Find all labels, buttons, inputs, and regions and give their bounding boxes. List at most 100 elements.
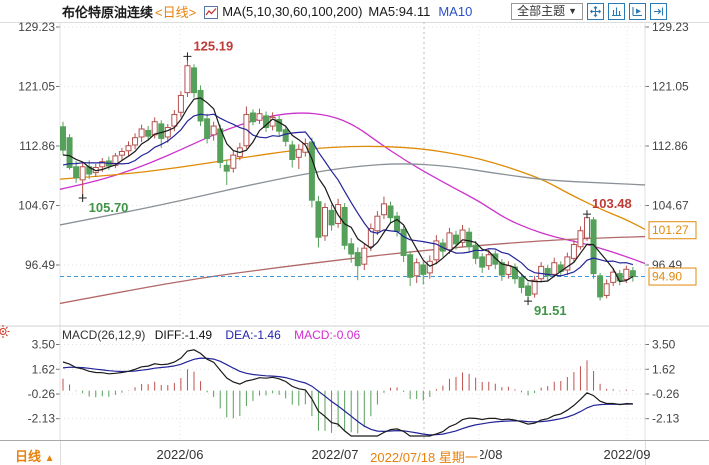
axis-price-box — [648, 221, 697, 240]
extreme-price-annotation: 103.48 — [592, 196, 632, 211]
scale-icon[interactable] — [608, 3, 625, 20]
candle-body — [525, 285, 532, 296]
candle-body — [420, 264, 427, 275]
candle-body — [479, 256, 486, 268]
candle-body — [99, 161, 106, 168]
price-axis-label-left: 121.05 — [18, 79, 55, 93]
macd-axis-label-left: -0.26 — [28, 387, 56, 401]
divider — [645, 441, 646, 465]
candle-body — [603, 283, 610, 296]
ma100-line — [59, 163, 646, 226]
pan-icon[interactable] — [587, 3, 604, 20]
candle-body — [531, 279, 538, 295]
goto-latest-icon[interactable] — [650, 3, 667, 20]
candle-body — [223, 164, 230, 172]
period-tag[interactable]: <日线> — [155, 4, 197, 20]
candle-body — [328, 209, 335, 226]
candle-body — [171, 113, 178, 127]
candle-body — [387, 205, 394, 219]
month-label: 2022/07 — [311, 447, 359, 462]
candle-body — [551, 262, 558, 275]
play-forward-icon[interactable] — [629, 3, 646, 20]
candle-body — [125, 145, 132, 152]
candle-body — [394, 215, 401, 232]
candle-body — [302, 143, 309, 153]
candle-body — [282, 129, 289, 142]
extreme-marker-icon — [183, 52, 192, 61]
crosshair-date-label: 2022/07/18 星期一 — [368, 447, 480, 465]
candle-body — [485, 254, 492, 267]
candle-body — [276, 119, 283, 132]
candle-body — [380, 203, 387, 216]
candle-body — [610, 271, 617, 283]
candle-body — [564, 256, 571, 271]
candle-body — [590, 219, 597, 275]
candle-body — [79, 166, 86, 181]
candle-body — [158, 123, 165, 139]
price-axis-label-left: 96.49 — [25, 258, 55, 272]
candle-body — [197, 89, 204, 122]
sun-icon[interactable] — [0, 324, 11, 339]
macd-params-label: MACD(26,12,9) — [62, 328, 146, 342]
candlestick-chart-icon[interactable] — [204, 5, 219, 19]
macd-axis-label-right: -2.13 — [652, 412, 680, 426]
candle-body — [184, 65, 191, 94]
price-axis-label-left: 104.67 — [18, 199, 55, 213]
candle-body — [118, 151, 125, 156]
candle-body — [256, 113, 263, 121]
candle-body — [374, 215, 381, 232]
macd-axis-label-right: -0.26 — [652, 387, 680, 401]
dea-line — [62, 357, 633, 436]
top-bar: 布伦特原油连续 <日线> MA(5,10,30,60,100,200) MA5:… — [0, 0, 709, 23]
candle-body — [505, 265, 512, 275]
macd-axis-label-left: 1.62 — [32, 362, 56, 376]
price-axis-label-right: 129.23 — [652, 20, 689, 34]
candle-body — [433, 240, 440, 261]
chevron-down-icon: ▼ — [568, 6, 577, 16]
ma5-value-label: MA5:94.11 — [368, 3, 431, 19]
candle-body — [354, 252, 361, 267]
candle-body — [230, 154, 237, 169]
theme-dropdown-button[interactable]: 全部主题 ▼ — [511, 3, 583, 20]
axis-price-box-label: 94.90 — [652, 270, 682, 284]
axis-price-box — [648, 267, 697, 286]
candle-body — [289, 144, 296, 161]
candle-body — [204, 118, 211, 139]
candle-body — [295, 148, 302, 158]
extreme-price-annotation: 105.70 — [89, 200, 129, 215]
macd-axis-label-right: 1.62 — [652, 362, 676, 376]
month-label: 2022/06 — [156, 447, 204, 462]
candle-body — [413, 262, 420, 277]
macd-axis-label-right: 3.50 — [652, 338, 676, 352]
candle-body — [400, 228, 407, 256]
ma30-line — [59, 112, 646, 265]
candle-body — [544, 268, 551, 277]
candle-body — [466, 231, 473, 248]
tab-daily[interactable]: 日线 ▲ — [15, 446, 55, 465]
candle-body — [151, 121, 158, 136]
candle-body — [361, 247, 368, 265]
candle-body — [629, 270, 636, 278]
candle-body — [446, 232, 453, 251]
candle-body — [322, 206, 328, 237]
candle-body — [73, 166, 80, 179]
theme-dropdown-label: 全部主题 — [517, 4, 566, 18]
macd-diff-value: DIFF:-1.49 — [154, 328, 213, 342]
tab-daily-label: 日线 — [15, 449, 42, 464]
candle-body — [407, 254, 414, 278]
candle-body — [348, 243, 355, 255]
ma5-line — [62, 97, 634, 283]
candle-body — [315, 201, 322, 238]
extreme-marker-icon — [583, 210, 591, 219]
macd-dea-value: DEA:-1.46 — [225, 328, 281, 342]
ma60-line — [59, 145, 646, 230]
axis-price-box-label: 101.27 — [652, 223, 689, 237]
candle-body — [66, 137, 73, 169]
price-axis-label-right: 104.67 — [652, 199, 689, 213]
macd-hist-value: MACD:-0.06 — [294, 328, 361, 342]
extreme-price-annotation: 91.51 — [534, 303, 567, 318]
candle-body — [498, 262, 505, 276]
